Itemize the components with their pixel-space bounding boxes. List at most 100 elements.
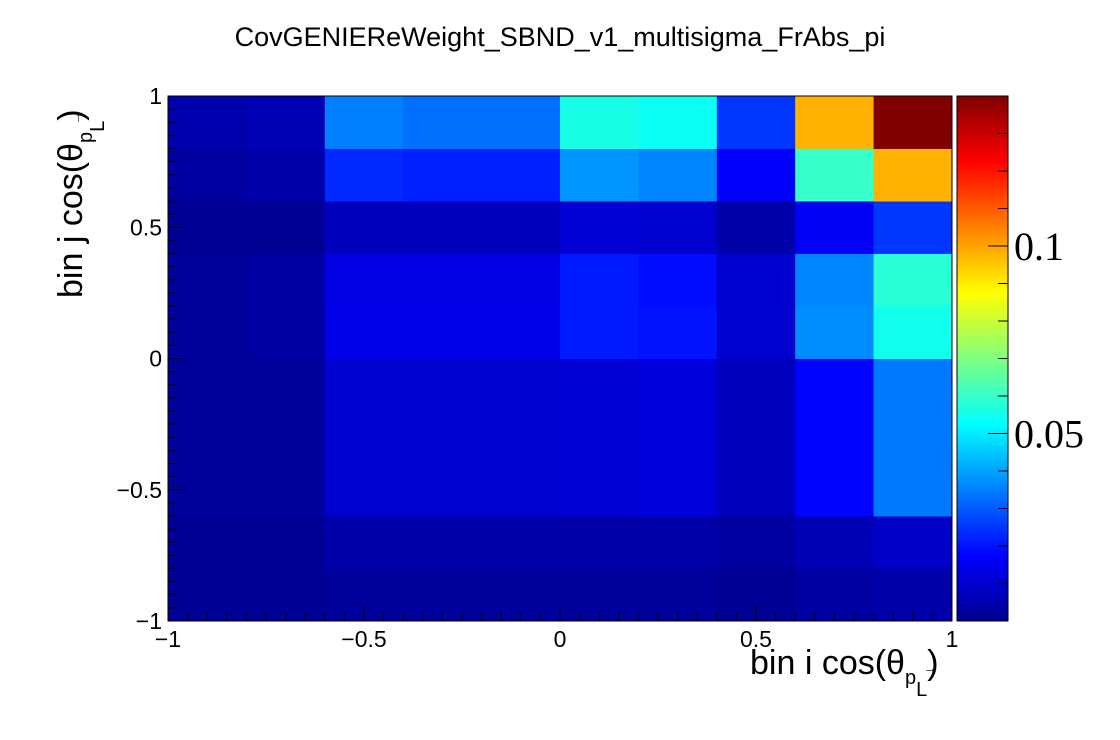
heatmap-cell	[403, 148, 483, 202]
heatmap-cell	[716, 253, 796, 307]
x-tick-label: 0	[554, 626, 567, 652]
heatmap-cell	[168, 516, 247, 569]
heatmap-cell	[246, 411, 326, 464]
heatmap-cell	[873, 253, 953, 307]
heatmap-cell	[638, 148, 718, 202]
heatmap-cell	[560, 411, 639, 464]
heatmap-cell	[873, 516, 953, 569]
y-tick-label: 0.5	[130, 214, 162, 240]
x-axis-label-sub: p	[905, 667, 916, 689]
heatmap-cell	[560, 358, 639, 412]
x-axis-label-main: bin i cos(θ	[750, 644, 905, 682]
x-axis-label-subsub: L	[916, 679, 927, 701]
heatmap-cell	[246, 358, 326, 412]
heatmap-cell	[873, 358, 953, 412]
heatmap-cell	[795, 411, 875, 464]
heatmap-cell	[246, 568, 326, 622]
x-axis-ticks: −1 −0.5 0 0.5 1	[155, 605, 959, 652]
heatmap-cell	[168, 96, 247, 149]
heatmap-cell	[481, 358, 561, 412]
heatmap-cell	[403, 201, 483, 254]
heatmap-cell	[168, 253, 247, 307]
heatmap-cell	[560, 568, 639, 622]
x-tick-label: −0.5	[341, 626, 386, 652]
heatmap-cell	[324, 306, 404, 359]
heatmap-cell	[324, 516, 404, 569]
heatmap-cell	[246, 201, 326, 254]
heatmap-cell	[716, 96, 796, 149]
heatmap-cell	[481, 306, 561, 359]
heatmap-cell	[795, 253, 875, 307]
x-vector-arrow-icon: →	[923, 660, 937, 676]
heatmap-cell	[324, 96, 404, 149]
y-axis-label-main: bin j cos(θ	[52, 143, 90, 298]
heatmap-cell	[246, 96, 326, 149]
heatmap-cell	[481, 253, 561, 307]
heatmap-cell	[873, 411, 953, 464]
heatmap-cell	[403, 358, 483, 412]
heatmap-cell	[560, 253, 639, 307]
heatmap-cell	[246, 306, 326, 359]
heatmap-cell	[795, 516, 875, 569]
heatmap-cell	[716, 148, 796, 202]
heatmap-cell	[481, 96, 561, 149]
heatmap-cell	[873, 306, 953, 359]
heatmap-cell	[638, 253, 718, 307]
heatmap-cell	[246, 463, 326, 517]
heatmap-cell	[716, 306, 796, 359]
heatmap-cell	[403, 516, 483, 569]
heatmap-cell	[324, 358, 404, 412]
y-axis-label-subsub: L	[87, 121, 109, 132]
heatmap-cell	[481, 201, 561, 254]
heatmap-cell	[168, 148, 247, 202]
heatmap-cell	[168, 411, 247, 464]
heatmap-cell	[246, 516, 326, 569]
heatmap-cell	[481, 148, 561, 202]
heatmap-cells	[168, 96, 953, 622]
y-tick-label: −1	[136, 608, 162, 634]
x-tick-label: −1	[155, 626, 181, 652]
y-axis-label-close: )	[52, 109, 90, 120]
y-axis-ticks: −1 −0.5 0 0.5 1	[117, 83, 184, 634]
heatmap-cell	[716, 358, 796, 412]
x-axis-label-close: )	[927, 644, 938, 682]
heatmap-cell	[795, 148, 875, 202]
heatmap-cell	[403, 96, 483, 149]
heatmap-cell	[168, 568, 247, 622]
heatmap-cell	[324, 148, 404, 202]
svg-text:bin i cos(θpL): bin i cos(θpL)	[750, 644, 939, 701]
z-tick-label: 0.05	[1014, 412, 1084, 457]
y-tick-label: 1	[149, 83, 162, 109]
heatmap-cell	[560, 306, 639, 359]
heatmap-cell	[246, 253, 326, 307]
heatmap-cell	[324, 463, 404, 517]
heatmap-cell	[638, 306, 718, 359]
heatmap-cell	[481, 411, 561, 464]
x-tick-label: 1	[946, 626, 959, 652]
heatmap-cell	[795, 568, 875, 622]
heatmap-cell	[873, 201, 953, 254]
heatmap-cell	[560, 96, 639, 149]
heatmap-cell	[638, 411, 718, 464]
y-vector-arrow-icon: →	[68, 111, 84, 125]
heatmap-cell	[795, 306, 875, 359]
heatmap-cell	[168, 358, 247, 412]
heatmap-cell	[403, 463, 483, 517]
heatmap-cell	[795, 201, 875, 254]
heatmap-cell	[246, 148, 326, 202]
heatmap-cell	[716, 516, 796, 569]
y-axis-label: bin j cos(θpL) →	[52, 109, 109, 298]
heatmap-cell	[324, 201, 404, 254]
heatmap-cell	[638, 568, 718, 622]
heatmap-cell	[403, 306, 483, 359]
color-scale-ticks: 0.05 0.1	[988, 95, 1084, 584]
heatmap-cell	[324, 411, 404, 464]
heatmap-cell	[795, 96, 875, 149]
heatmap-cell	[403, 411, 483, 464]
y-tick-label: 0	[149, 346, 162, 372]
x-axis-label: bin i cos(θpL) →	[750, 644, 939, 701]
svg-text:bin j cos(θpL): bin j cos(θpL)	[52, 109, 109, 298]
heatmap-cell	[716, 463, 796, 517]
